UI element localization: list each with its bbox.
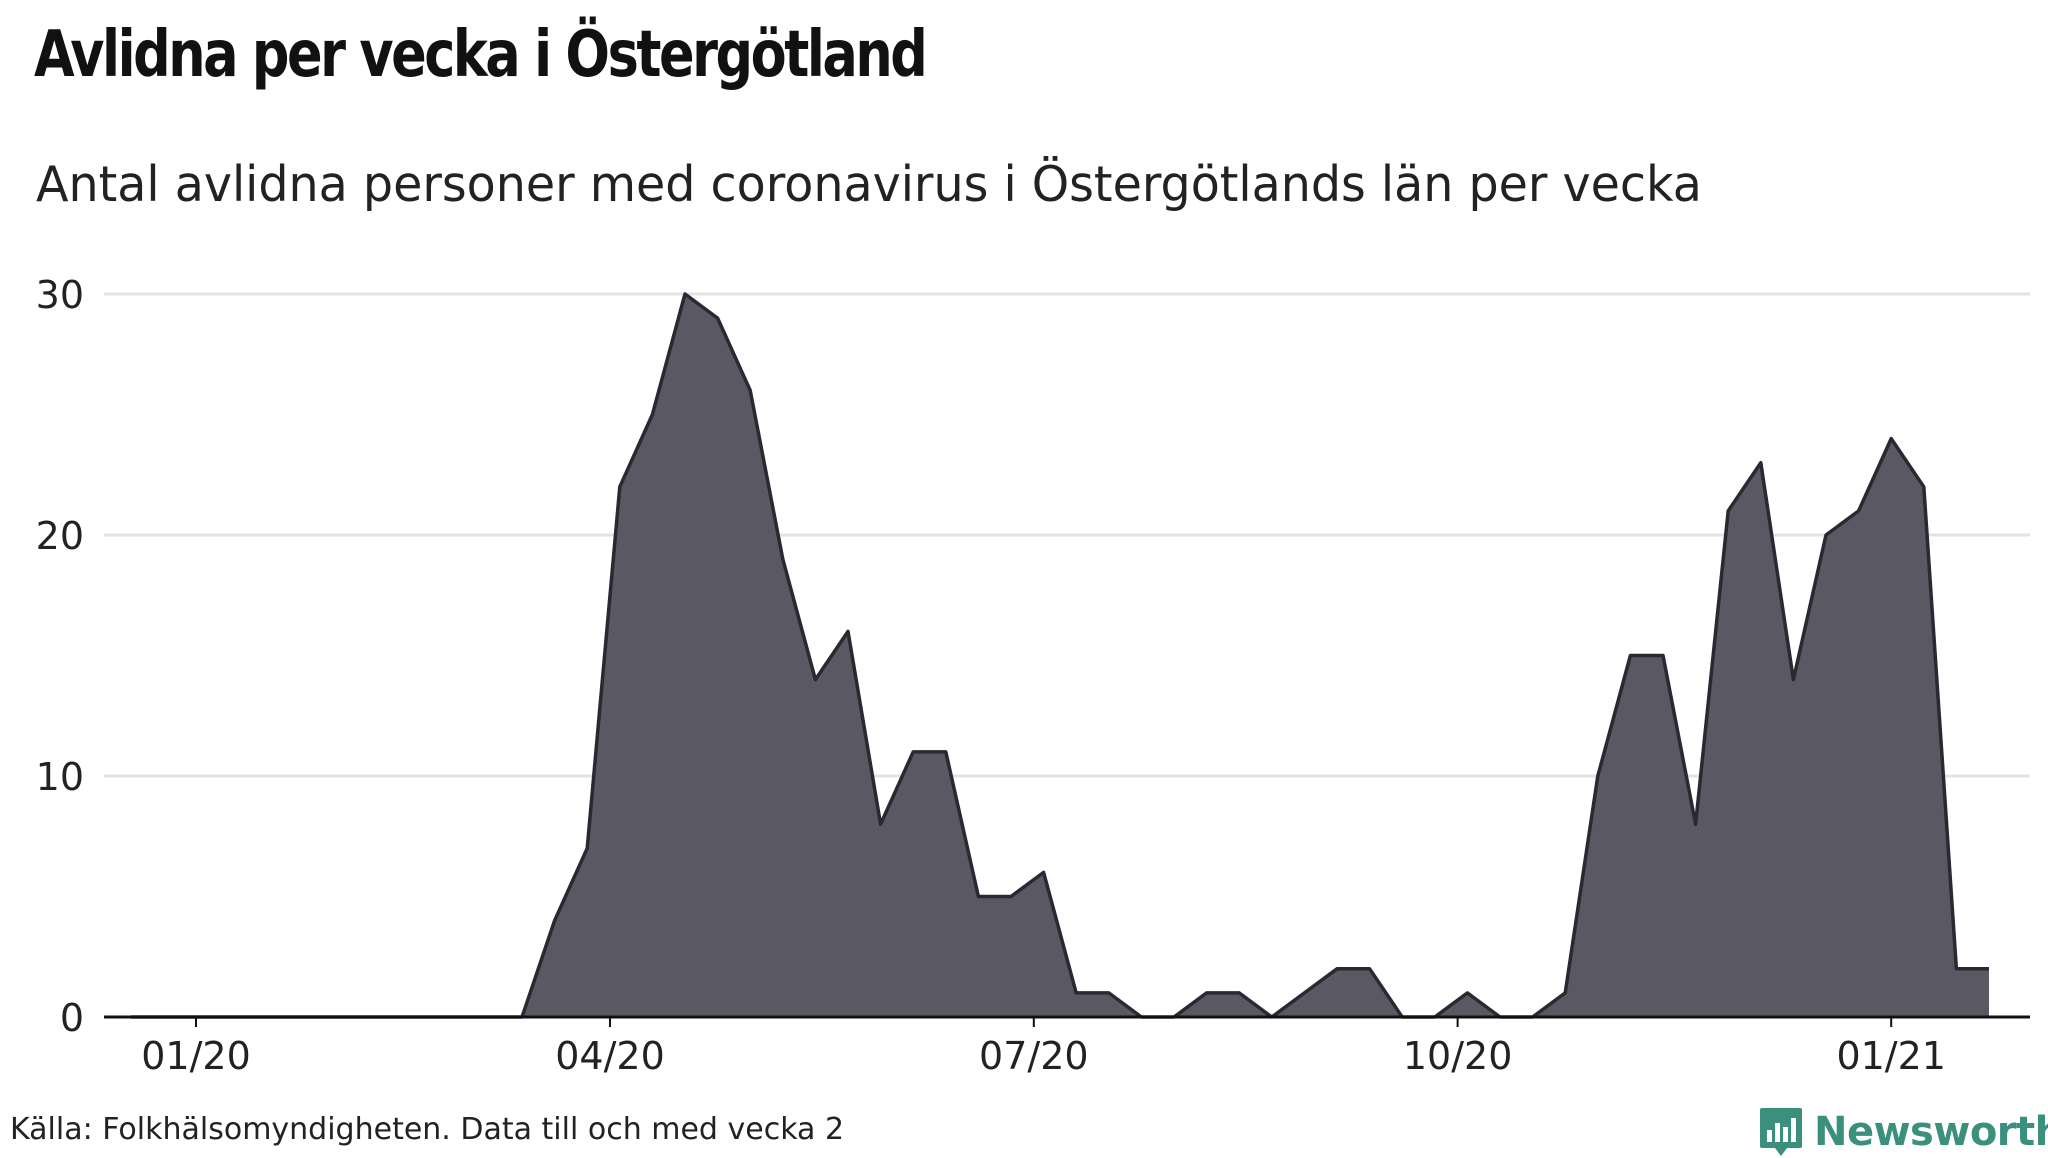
- y-tick-label: 20: [36, 514, 84, 558]
- y-axis-labels: 0 10 20 30: [36, 273, 84, 1040]
- chart-title: Avlidna per vecka i Östergötland: [34, 18, 928, 92]
- x-tick-label: 07/20: [979, 1034, 1089, 1078]
- brand-logo[interactable]: Newsworthy: [1758, 1106, 2048, 1158]
- y-tick-label: 0: [60, 996, 84, 1040]
- brand-name: Newsworthy: [1814, 1109, 2048, 1155]
- bar-chart-logo-icon: [1760, 1108, 1802, 1156]
- x-tick-label: 01/20: [141, 1034, 251, 1078]
- x-axis: [104, 1015, 2030, 1027]
- area-fill: [130, 294, 1989, 1017]
- x-tick-label: 01/21: [1836, 1034, 1946, 1078]
- source-note: Källa: Folkhälsomyndigheten. Data till o…: [10, 1112, 845, 1147]
- x-axis-labels: 01/20 04/20 07/20 10/20 01/21: [141, 1034, 1946, 1078]
- x-tick-label: 04/20: [555, 1034, 665, 1078]
- x-tick-label: 10/20: [1403, 1034, 1513, 1078]
- chart-subtitle: Antal avlidna personer med coronavirus i…: [36, 156, 1702, 213]
- y-tick-label: 30: [36, 273, 84, 317]
- y-tick-label: 10: [36, 755, 84, 799]
- area-chart: 0 10 20 30 01/20 04/20 07/20 10/20 01/21: [36, 273, 2030, 1078]
- series-area: [130, 292, 1989, 1019]
